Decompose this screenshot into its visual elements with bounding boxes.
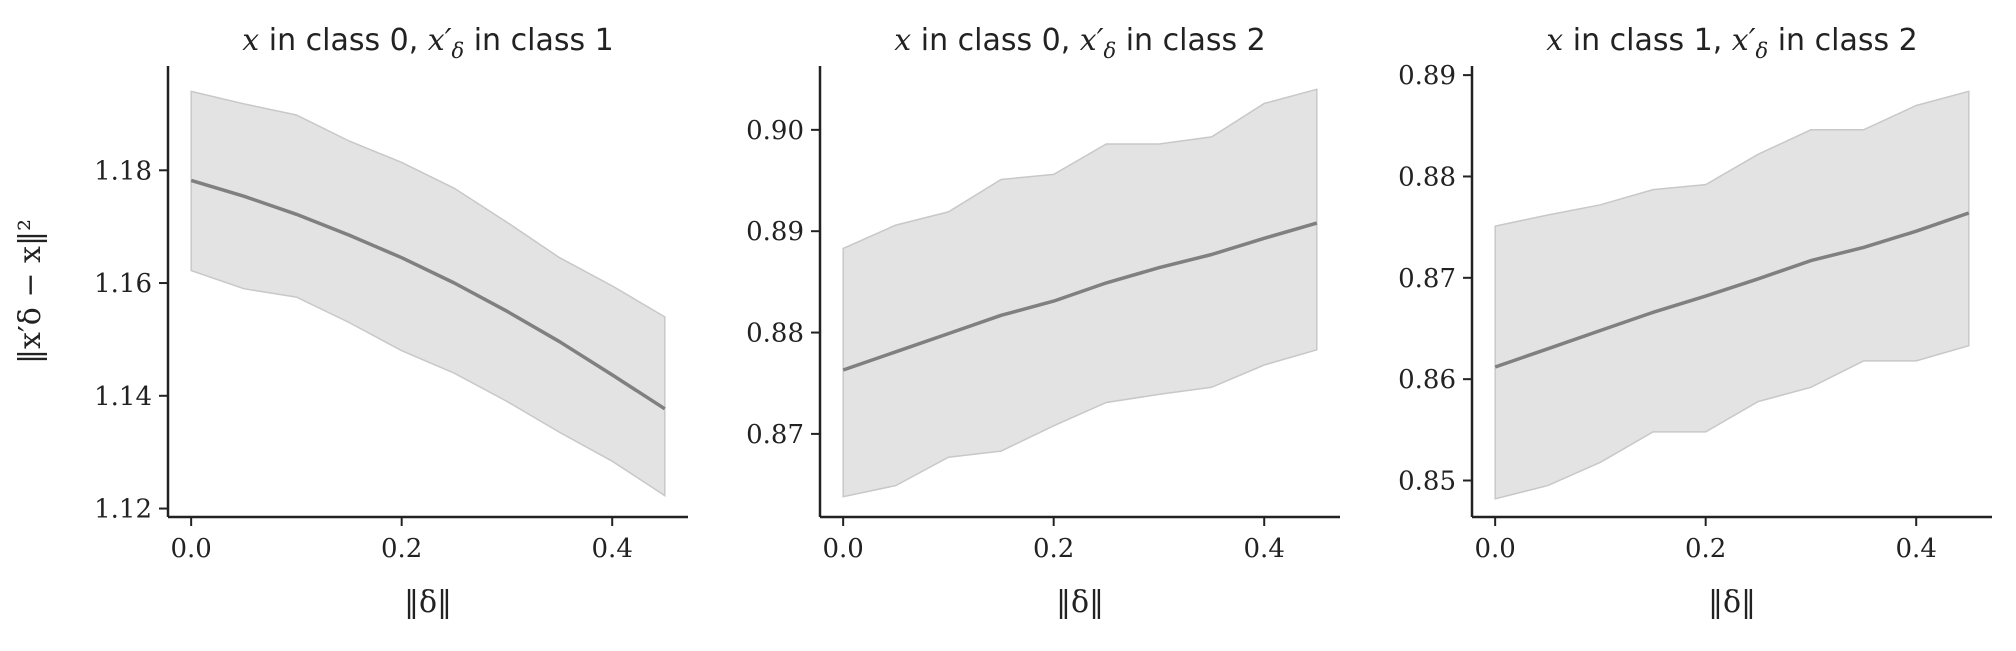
x-tick-label: 0.4 [592, 534, 633, 564]
mean-line [842, 221, 1318, 372]
subplot-1: 0.0 0.2 0.4 1.12 1.14 1.16 1.18 ‖δ‖ ‖x′δ − x‖² x … [13, 23, 688, 620]
confidence-band [190, 90, 666, 497]
x-tick-label: 0.0 [1474, 534, 1515, 564]
title-var: x [242, 23, 259, 58]
chart-title: x in class 1, x′δ in class 2 [1546, 23, 1917, 63]
subplot-3: 0.0 0.2 0.4 0.85 0.86 0.87 0.88 0.89 ‖δ‖ x in cla… [1398, 23, 1992, 620]
y-tick-label: 0.87 [1398, 264, 1456, 294]
x-axis-label: ‖δ‖ [1056, 585, 1104, 620]
subplot-2: 0.0 0.2 0.4 0.87 0.88 0.89 0.90 ‖δ‖ x in class 0… [746, 23, 1340, 620]
title-subscript: δ [452, 39, 465, 63]
x-tick-label: 0.0 [170, 534, 211, 564]
x-tick-label: 0.2 [1033, 534, 1074, 564]
y-tick-label: 1.14 [94, 382, 152, 412]
title-var-prime: x′ [428, 23, 452, 58]
mean-line [190, 178, 666, 411]
chart-title: x in class 0, x′δ in class 2 [894, 23, 1265, 63]
y-tick-label: 0.85 [1398, 467, 1456, 497]
x-axis-label: ‖δ‖ [1708, 585, 1756, 620]
x-tick-label: 0.0 [822, 534, 863, 564]
x-tick-label: 0.4 [1244, 534, 1285, 564]
y-tick-label: 1.18 [94, 156, 152, 186]
y-tick-label: 0.89 [746, 217, 804, 247]
title-text: in class 0, [259, 23, 428, 58]
y-tick-label: 0.87 [746, 420, 804, 450]
y-tick-label: 0.86 [1398, 365, 1456, 395]
x-tick-label: 0.2 [381, 534, 422, 564]
title-var: x [894, 23, 911, 58]
title-subscript: δ [1104, 39, 1117, 63]
y-tick-label: 0.88 [746, 319, 804, 349]
confidence-band [1494, 90, 1970, 500]
title-var-prime: x′ [1732, 23, 1756, 58]
x-tick-label: 0.4 [1896, 534, 1937, 564]
y-tick-label: 1.16 [94, 269, 152, 299]
title-text: in class 2 [1116, 23, 1266, 58]
title-text: in class 1 [464, 23, 614, 58]
title-text: in class 2 [1768, 23, 1918, 58]
mean-line [1494, 211, 1970, 369]
y-tick-label: 0.90 [746, 116, 804, 146]
x-tick-label: 0.2 [1685, 534, 1726, 564]
title-text: in class 1, [1563, 23, 1732, 58]
x-axis-label: ‖δ‖ [404, 585, 452, 620]
y-axis-label: ‖x′δ − x‖² [13, 219, 48, 364]
title-var-prime: x′ [1080, 23, 1104, 58]
title-subscript: δ [1756, 39, 1769, 63]
y-tick-label: 0.88 [1398, 162, 1456, 192]
title-text: in class 0, [911, 23, 1080, 58]
title-var: x [1546, 23, 1563, 58]
y-tick-label: 0.89 [1398, 61, 1456, 91]
y-tick-label: 1.12 [94, 495, 152, 525]
chart-title: x in class 0, x′δ in class 1 [242, 23, 613, 63]
